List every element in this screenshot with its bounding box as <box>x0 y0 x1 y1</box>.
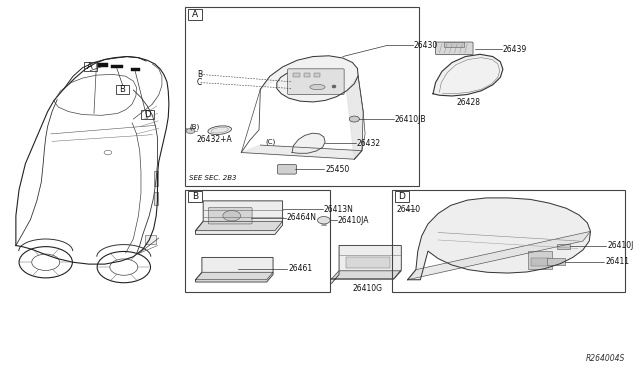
Text: 26439: 26439 <box>503 45 527 54</box>
Text: 26461: 26461 <box>288 264 312 273</box>
Text: SEE SEC. 2B3: SEE SEC. 2B3 <box>189 175 237 181</box>
Bar <box>314 73 320 77</box>
Text: 26430: 26430 <box>414 41 438 50</box>
Text: 26432+A: 26432+A <box>197 135 232 144</box>
Bar <box>444 42 463 46</box>
Polygon shape <box>433 54 503 96</box>
Polygon shape <box>408 231 591 280</box>
Text: 26464N: 26464N <box>287 213 317 222</box>
Ellipse shape <box>208 126 232 135</box>
Text: 26410: 26410 <box>396 205 420 214</box>
Polygon shape <box>196 257 273 282</box>
Bar <box>154 192 158 205</box>
Text: 26410JB: 26410JB <box>395 115 426 124</box>
Bar <box>528 251 552 269</box>
Polygon shape <box>292 133 325 153</box>
Polygon shape <box>332 246 401 283</box>
Bar <box>154 171 158 186</box>
Ellipse shape <box>310 84 325 90</box>
Text: 26428: 26428 <box>456 98 481 107</box>
Bar <box>188 191 202 202</box>
Bar <box>557 244 570 249</box>
Text: B: B <box>192 192 198 201</box>
Circle shape <box>223 211 241 221</box>
Bar <box>94 63 108 67</box>
Bar <box>84 62 97 71</box>
Text: A: A <box>87 62 93 71</box>
Text: R264004S: R264004S <box>586 354 625 363</box>
Text: 26410J: 26410J <box>607 241 634 250</box>
Text: (B): (B) <box>189 123 200 130</box>
FancyBboxPatch shape <box>436 42 473 55</box>
Polygon shape <box>260 56 358 102</box>
Text: D: D <box>144 110 150 119</box>
Bar <box>547 258 565 265</box>
Bar <box>293 73 300 77</box>
Polygon shape <box>332 271 401 279</box>
Bar <box>188 9 202 20</box>
Polygon shape <box>347 76 363 159</box>
Ellipse shape <box>211 127 228 133</box>
Bar <box>395 191 409 202</box>
Polygon shape <box>241 145 362 159</box>
Text: 26413N: 26413N <box>324 205 354 214</box>
Bar <box>186 190 330 292</box>
Text: (C): (C) <box>266 138 276 145</box>
Text: C: C <box>197 78 202 87</box>
Bar <box>346 257 390 268</box>
FancyBboxPatch shape <box>208 208 252 224</box>
Text: 26432: 26432 <box>357 139 381 148</box>
Bar <box>303 73 310 77</box>
Text: 26410JA: 26410JA <box>338 216 369 225</box>
Text: B: B <box>197 70 202 79</box>
Polygon shape <box>196 221 282 231</box>
Circle shape <box>186 128 195 134</box>
Bar <box>111 65 122 68</box>
Circle shape <box>317 217 330 224</box>
Text: D: D <box>399 192 405 201</box>
Bar <box>131 68 140 71</box>
Circle shape <box>349 116 360 122</box>
Bar <box>531 258 548 266</box>
Text: 25450: 25450 <box>325 165 349 174</box>
FancyBboxPatch shape <box>287 69 344 94</box>
Polygon shape <box>196 272 273 280</box>
Bar <box>141 110 154 119</box>
Bar <box>392 190 625 292</box>
Polygon shape <box>196 201 282 234</box>
Text: 26411: 26411 <box>605 257 630 266</box>
Bar <box>145 235 156 244</box>
Polygon shape <box>408 198 591 280</box>
Text: A: A <box>192 10 198 19</box>
Bar <box>116 85 129 94</box>
Text: 26410G: 26410G <box>352 284 382 293</box>
FancyBboxPatch shape <box>278 164 296 174</box>
Bar <box>186 7 419 186</box>
Text: B: B <box>120 85 125 94</box>
